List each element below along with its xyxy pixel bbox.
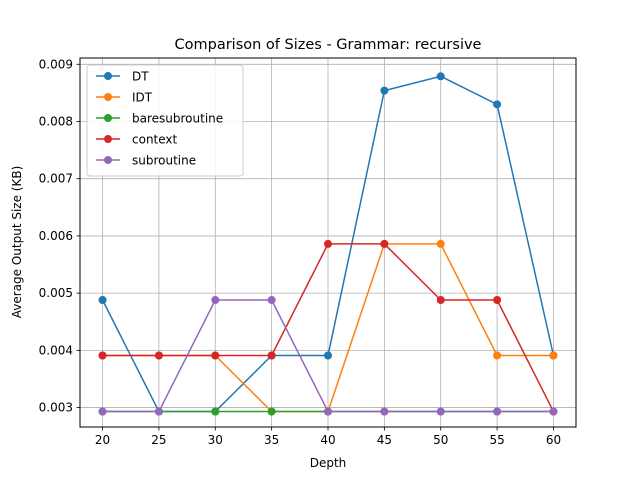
data-point — [98, 407, 107, 416]
y-tick-label: 0.003 — [39, 401, 73, 415]
x-tick-label: 60 — [546, 433, 561, 447]
legend-item: baresubroutine — [96, 112, 223, 126]
x-tick-label: 55 — [489, 433, 504, 447]
data-point — [436, 295, 445, 304]
data-point — [324, 351, 332, 360]
data-point — [211, 407, 220, 416]
data-point — [154, 407, 163, 416]
data-point — [211, 295, 220, 304]
legend-label: DT — [132, 70, 149, 84]
x-tick-label: 45 — [377, 433, 392, 447]
legend-swatch-marker — [104, 156, 112, 164]
y-axis-label: Average Output Size (KB) — [10, 166, 24, 319]
data-point — [436, 239, 445, 248]
data-point — [493, 100, 502, 109]
x-tick-label: 40 — [320, 433, 335, 447]
y-tick-label: 0.006 — [39, 229, 73, 243]
data-point — [380, 86, 389, 95]
x-tick-label: 25 — [151, 433, 166, 447]
legend-label: subroutine — [132, 154, 196, 168]
x-tick-label: 50 — [433, 433, 448, 447]
data-point — [211, 351, 220, 360]
data-point — [98, 295, 107, 304]
legend-item: IDT — [96, 91, 153, 105]
data-point — [493, 351, 502, 360]
data-point — [436, 72, 445, 81]
y-tick-label: 0.008 — [39, 115, 73, 129]
data-point — [267, 295, 276, 304]
series-subroutine — [98, 295, 558, 416]
legend-item: DT — [96, 70, 149, 84]
x-tick-label: 30 — [208, 433, 223, 447]
legend-swatch-marker — [104, 93, 112, 101]
ticks: 20 25 30 35 40 45 50 55 60 0.003 0.004 0.005 0.006 0.… — [39, 57, 561, 447]
data-point — [436, 407, 445, 416]
legend-item: subroutine — [96, 154, 196, 168]
series-layer — [98, 72, 558, 416]
legend-label: baresubroutine — [132, 112, 223, 126]
data-point — [267, 351, 276, 360]
data-point — [267, 407, 276, 416]
data-point — [549, 407, 558, 416]
data-point — [380, 239, 389, 248]
data-point — [324, 407, 332, 416]
data-point — [493, 407, 502, 416]
y-tick-label: 0.009 — [39, 57, 73, 71]
data-point — [324, 239, 332, 248]
legend-label: IDT — [132, 91, 153, 105]
x-tick-label: 20 — [95, 433, 110, 447]
legend-swatch-marker — [104, 72, 112, 80]
legend-item: context — [96, 133, 178, 147]
x-tick-label: 35 — [264, 433, 279, 447]
y-tick-label: 0.004 — [39, 343, 73, 357]
legend-label: context — [132, 133, 178, 147]
legend-swatch-marker — [104, 135, 112, 143]
legend-box — [86, 64, 244, 177]
data-point — [549, 351, 558, 360]
data-point — [98, 351, 107, 360]
y-tick-label: 0.005 — [39, 286, 73, 300]
chart-title: Comparison of Sizes - Grammar: recursive — [175, 37, 482, 53]
x-axis-label: Depth — [310, 456, 347, 470]
data-point — [493, 295, 502, 304]
legend: DT IDT baresubroutine context subroutine — [86, 64, 244, 177]
legend-swatch-marker — [104, 114, 112, 122]
data-point — [154, 351, 163, 360]
y-tick-label: 0.007 — [39, 172, 73, 186]
data-point — [380, 407, 389, 416]
